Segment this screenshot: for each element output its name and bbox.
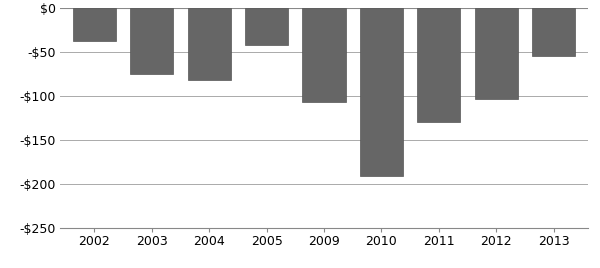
Bar xyxy=(130,8,173,74)
Bar xyxy=(475,8,518,99)
Bar xyxy=(360,8,403,176)
Bar xyxy=(73,8,116,42)
Bar xyxy=(188,8,231,80)
Bar xyxy=(302,8,346,102)
Bar xyxy=(417,8,460,122)
Bar xyxy=(532,8,575,56)
Bar xyxy=(245,8,288,45)
